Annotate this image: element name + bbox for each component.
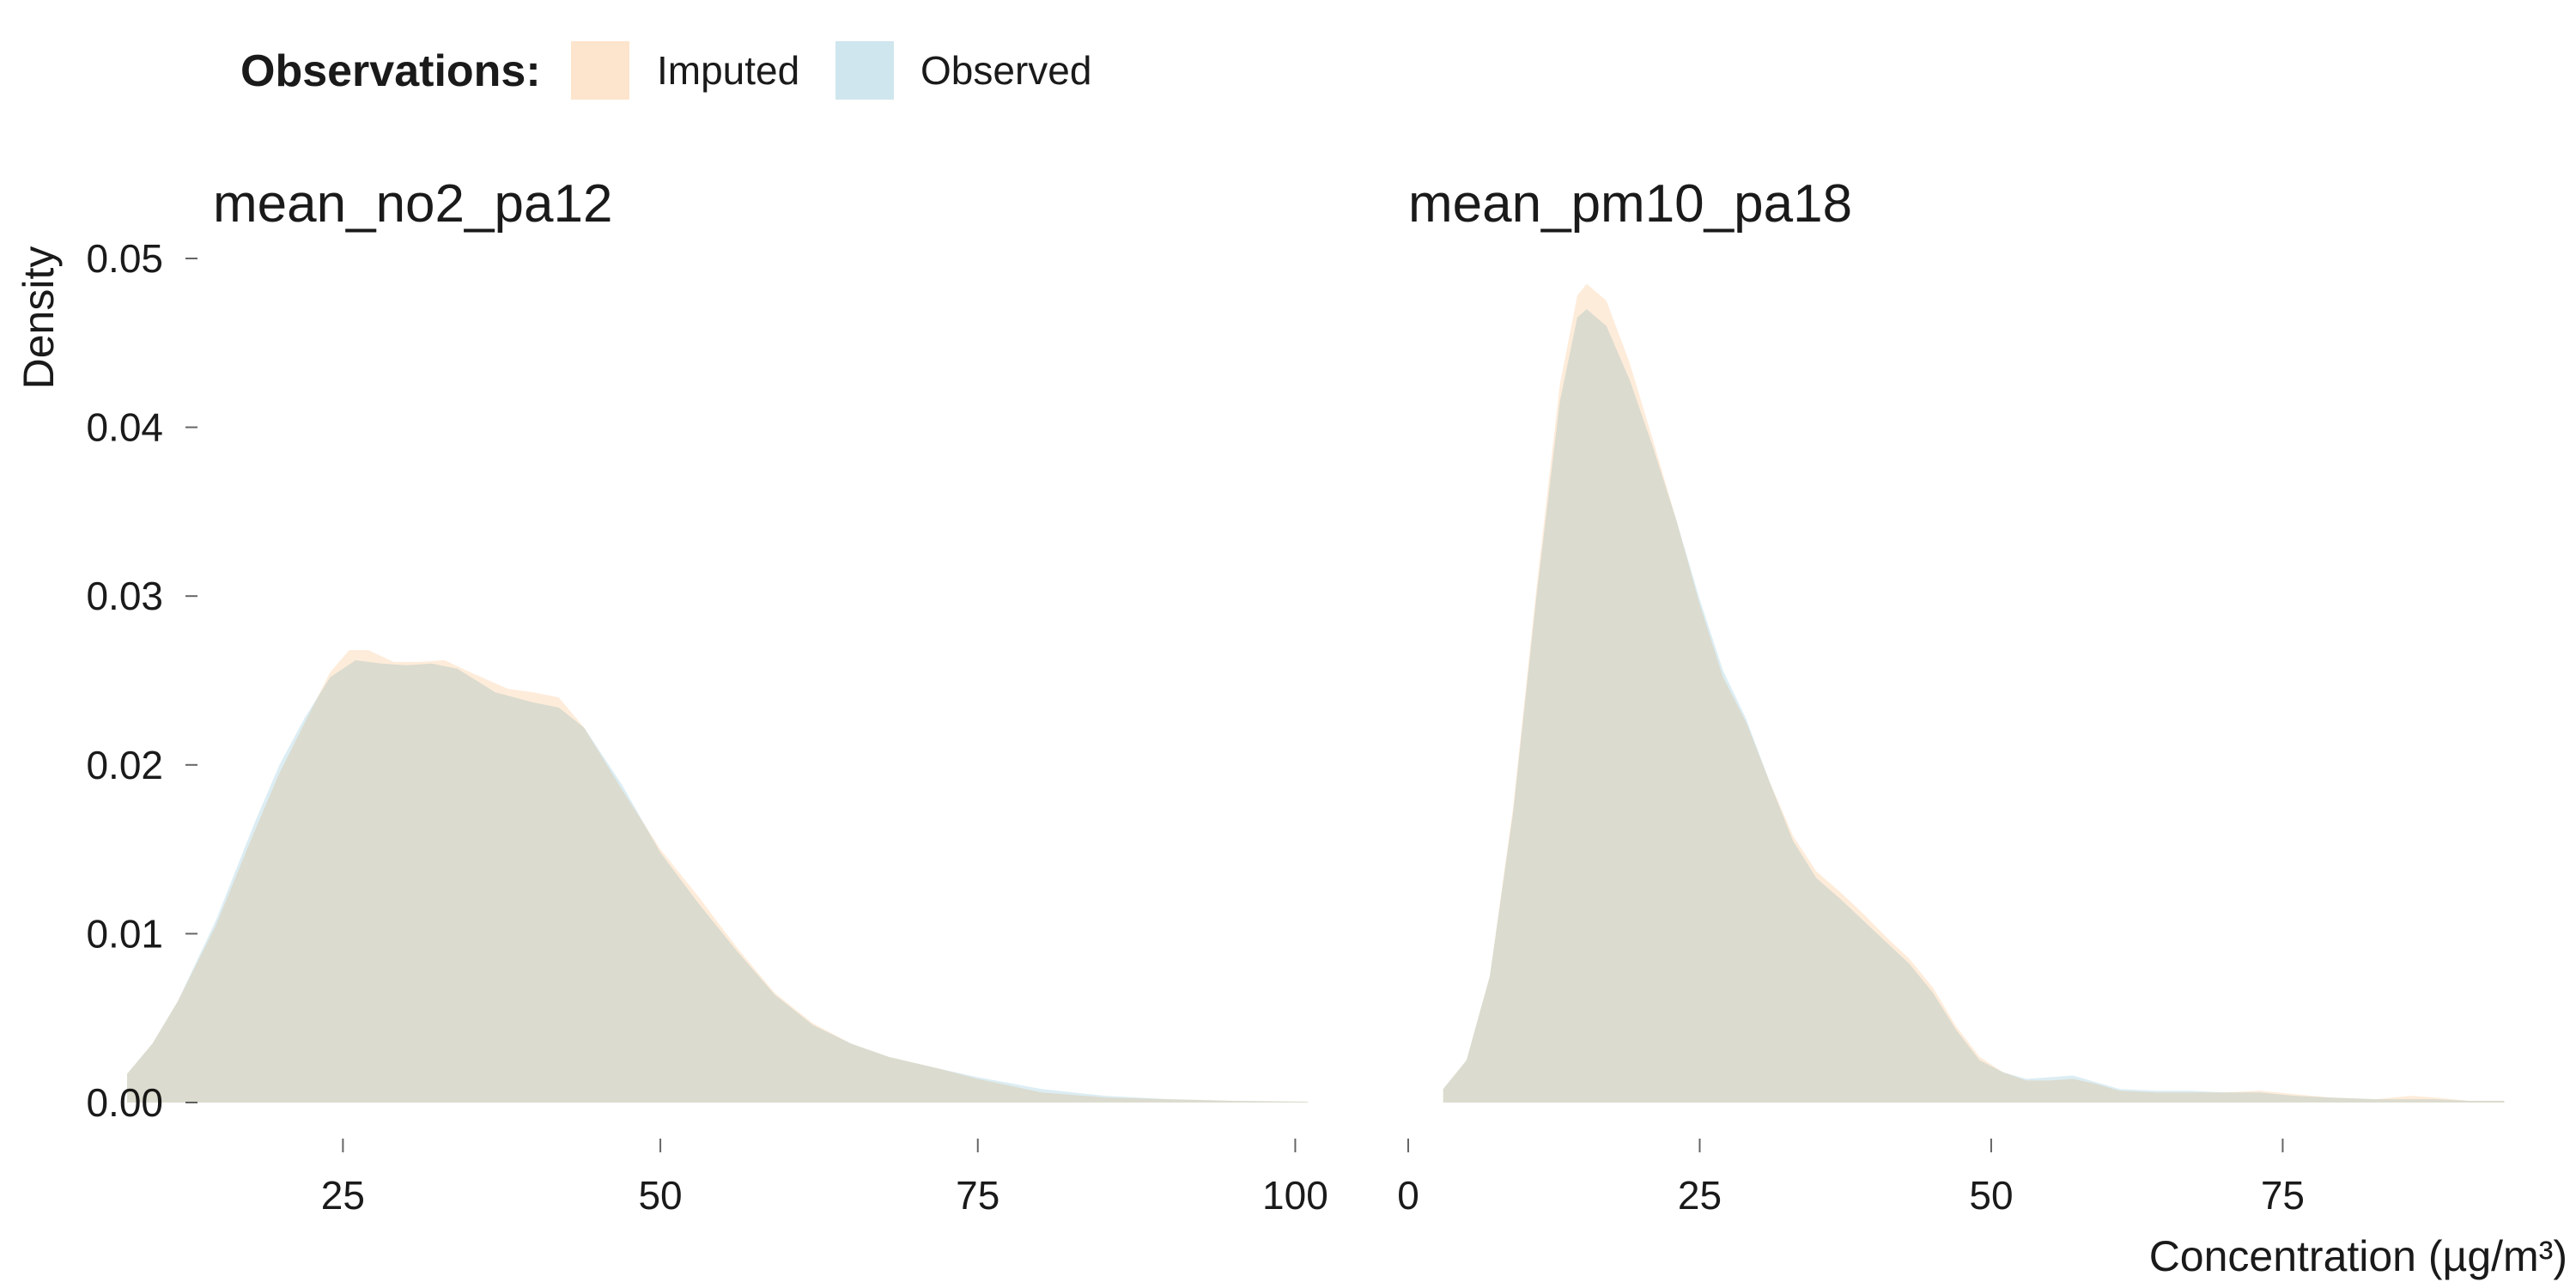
facet-title-left: mean_no2_pa12 [213, 174, 612, 234]
y-axis-title: Density [15, 246, 63, 390]
x-tick-label: 25 [1678, 1173, 1722, 1218]
facet-title-right: mean_pm10_pa18 [1408, 174, 1852, 234]
y-tick-label: 0.03 [86, 574, 163, 618]
x-tick-label: 50 [638, 1173, 682, 1218]
x-axis-title: Concentration (µg/m³) [2149, 1232, 2567, 1280]
density-area-observed [1443, 309, 2505, 1103]
x-tick-label: 100 [1262, 1173, 1328, 1218]
density-area-observed [127, 659, 1309, 1103]
y-tick-label: 0.05 [86, 236, 163, 281]
x-tick-label: 25 [321, 1173, 365, 1218]
legend: Observations: Imputed Observed [240, 41, 1091, 100]
legend-swatch-imputed [571, 41, 629, 100]
legend-swatch-observed [835, 41, 894, 100]
legend-label-imputed: Imputed [657, 48, 799, 93]
legend-label-observed: Observed [920, 48, 1091, 93]
y-tick-label: 0.02 [86, 743, 163, 787]
x-tick-label: 50 [1969, 1173, 2013, 1218]
y-axis: 0.000.010.020.030.040.05 [86, 236, 197, 1125]
panel-mean-no2: 25 50 75 100 [127, 650, 1328, 1218]
panel-mean-pm10: 0 25 50 75 [1397, 283, 2505, 1218]
legend-title: Observations: [240, 46, 541, 96]
y-tick-label: 0.04 [86, 405, 163, 450]
x-tick-label: 75 [2261, 1173, 2305, 1218]
x-tick-label: 75 [956, 1173, 999, 1218]
x-tick-label: 0 [1397, 1173, 1419, 1218]
y-tick-label: 0.01 [86, 911, 163, 956]
